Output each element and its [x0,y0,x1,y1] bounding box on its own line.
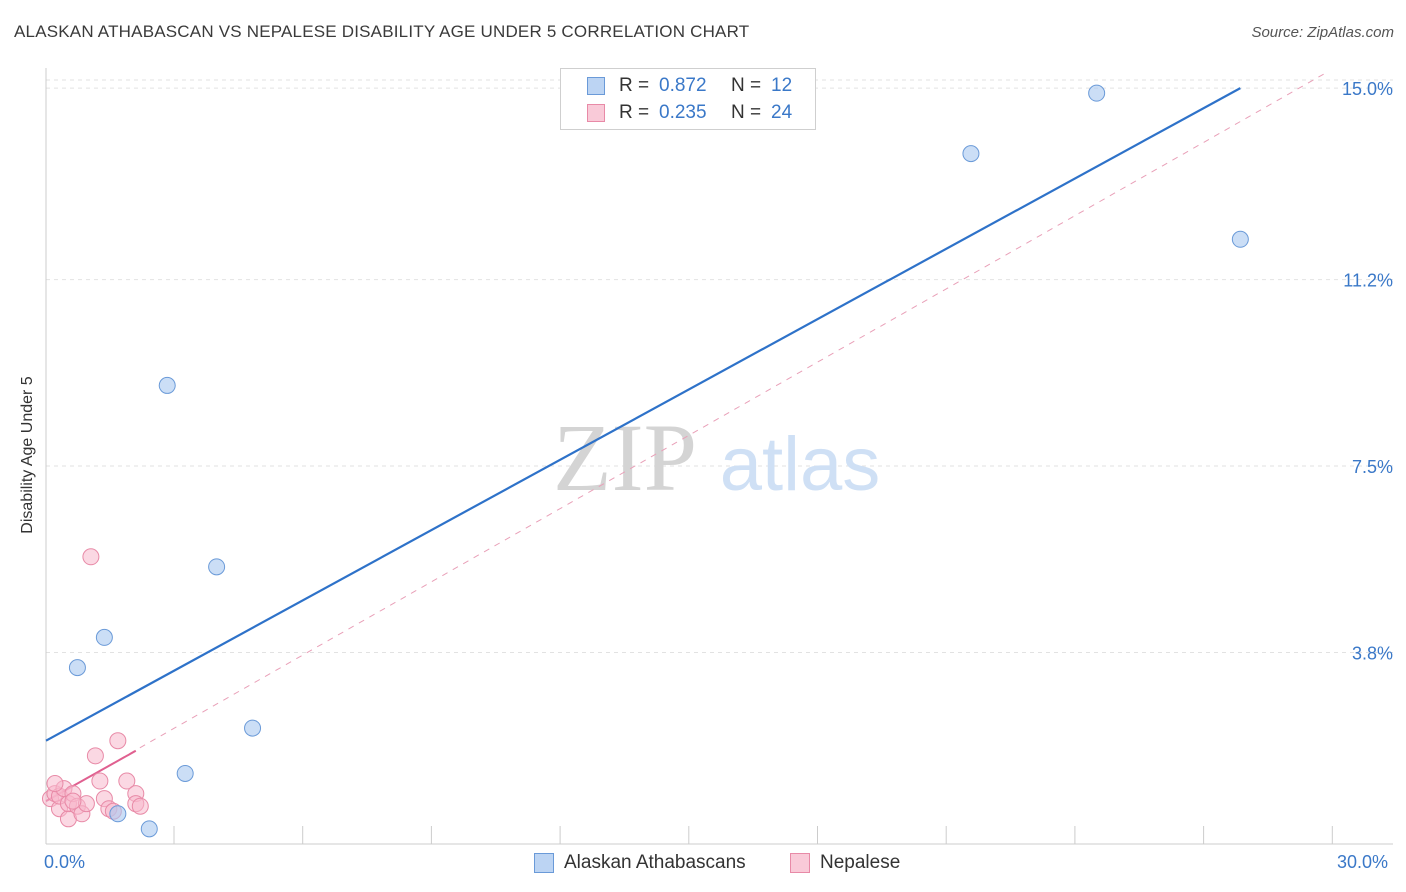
legend-item-athabascans[interactable]: Alaskan Athabascans [534,852,746,874]
legend-row-nepalese: R = 0.235 N = 24 [587,100,792,126]
watermark: ZIP atlas [553,404,880,511]
legend-label: Nepalese [820,852,901,873]
athabascan-point [95,628,113,646]
athabascan-point [1231,230,1249,248]
y-tick-label: 15.0% [1342,79,1393,99]
legend-label: Alaskan Athabascans [564,852,746,873]
nepalese-point [118,772,136,790]
athabascan-point [158,376,176,394]
athabascan-point [208,558,226,576]
athabascan-point [109,805,127,823]
nepalese-point [109,732,127,750]
n-label: N = [731,102,762,123]
athabascan-swatch [587,77,605,95]
nepalese-point [86,747,104,765]
athabascan-swatch [534,853,554,873]
n-label: N = [731,75,762,96]
nepalese-trend-extended [45,72,1326,802]
athabascan-point [962,145,980,163]
r-value: 0.235 [659,102,707,123]
watermark-zip: ZIP [553,404,697,511]
nepalese-point [64,792,82,810]
y-tick-label: 11.2% [1343,271,1393,291]
nepalese-point [91,772,109,790]
axes [45,68,1393,845]
watermark-atlas: atlas [720,422,881,507]
x-tick-max: 30.0% [1337,852,1389,872]
athabascan-point [140,820,158,838]
y-tick-label: 3.8% [1352,644,1393,664]
nepalese-point [46,775,64,793]
nepalese-swatch [587,104,605,122]
series-legend: Alaskan Athabascans Nepalese [0,852,1406,878]
legend-item-nepalese[interactable]: Nepalese [790,852,900,874]
athabascan-point [1088,84,1106,102]
stats-legend: R = 0.872 N = 12 R = 0.235 N = 24 [560,68,816,130]
source-label: Source: ZipAtlas.com [1251,24,1394,41]
athabascan-point [176,764,194,782]
athabascan-point [244,719,262,737]
athabascan-point [68,659,86,677]
r-value: 0.872 [659,75,707,96]
r-label: R = [619,102,650,123]
nepalese-point [131,797,149,815]
legend-row-athabascan: R = 0.872 N = 12 [587,73,792,99]
n-value: 12 [771,75,793,96]
nepalese-swatch [790,853,810,873]
y-tick-labels: 3.8% 7.5% 11.2% 15.0% [1342,79,1393,663]
r-label: R = [619,75,650,96]
trend-lines [45,72,1326,803]
grid-lines [46,79,1393,654]
x-tick-min: 0.0% [44,852,86,872]
data-points [41,84,1249,838]
athabascan-trend-line [45,87,1241,742]
n-value: 24 [771,102,793,123]
nepalese-point [82,548,100,566]
y-tick-label: 7.5% [1352,457,1393,477]
chart-title: ALASKAN ATHABASCAN VS NEPALESE DISABILIT… [14,22,750,41]
